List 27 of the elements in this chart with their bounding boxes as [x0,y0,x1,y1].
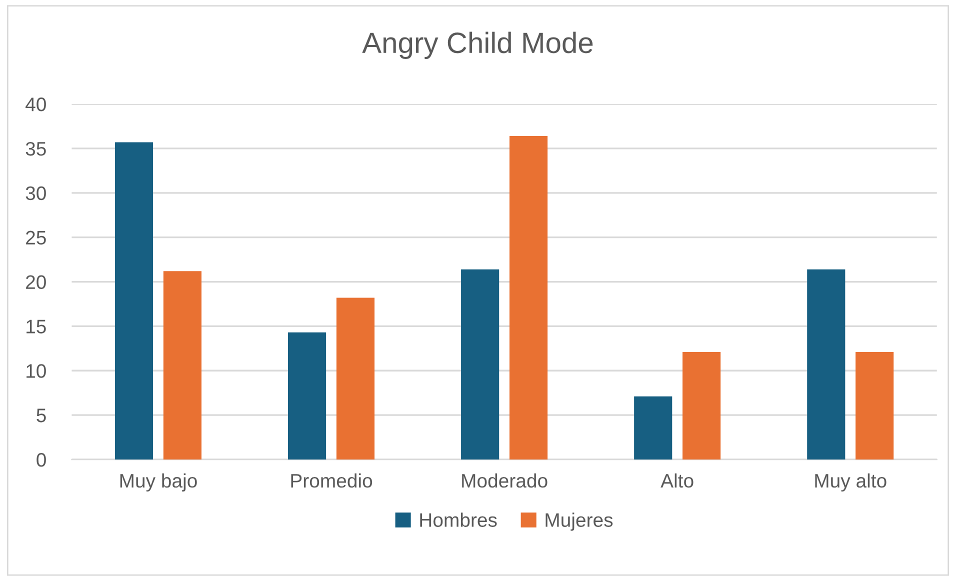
x-tick-label: Muy bajo [120,473,197,492]
bar [634,396,672,460]
bar [682,352,721,460]
y-tick-label: 10 [26,364,46,378]
y-tick-label: 5 [36,408,46,422]
x-tick-label: Moderado [462,473,548,488]
bar [288,332,326,460]
bar [856,352,894,460]
y-tick-label: 40 [26,98,46,112]
x-tick-label: Alto [660,473,694,488]
y-tick-label: 15 [26,320,46,334]
chart-title: Angry Child Mode [362,32,593,59]
bar [509,136,548,460]
bar [807,269,846,460]
y-tick-label: 30 [26,186,46,200]
bar [336,298,375,460]
bar [163,271,202,460]
y-tick-label: 25 [26,230,46,245]
y-tick-label: 0 [36,452,46,467]
bar [461,269,500,460]
bar [114,142,154,460]
x-tick-label: Promedio [291,473,372,488]
legend-label: Mujeres [546,512,613,531]
x-tick-label: Muy alto [815,473,886,492]
y-tick-label: 20 [26,275,46,290]
legend-label: Hombres [420,512,497,527]
y-tick-label: 35 [26,142,46,156]
